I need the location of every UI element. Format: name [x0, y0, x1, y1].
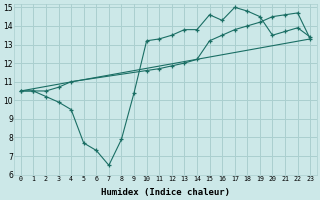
X-axis label: Humidex (Indice chaleur): Humidex (Indice chaleur): [101, 188, 230, 197]
